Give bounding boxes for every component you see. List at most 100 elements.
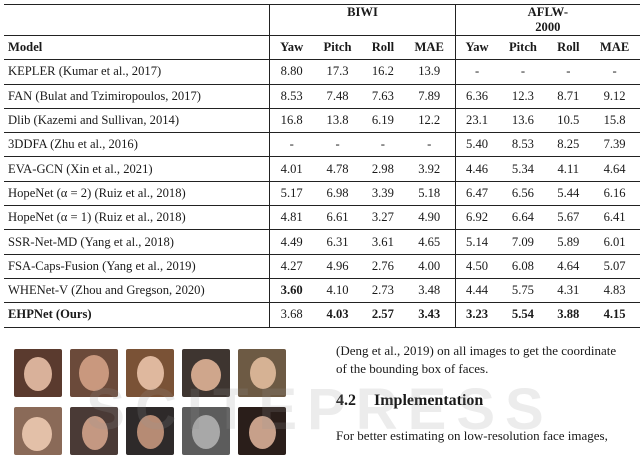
metric-cell: 7.39 <box>589 132 640 158</box>
model-name-cell: Dlib (Kazemi and Sullivan, 2014) <box>4 108 270 134</box>
metric-cell: 5.17 <box>269 181 314 207</box>
metric-cell: 4.81 <box>269 205 314 231</box>
metric-cell: 12.3 <box>498 84 548 109</box>
metric-cell: 4.15 <box>589 302 640 328</box>
table-row: EVA-GCN (Xin et al., 2021) 4.01 4.78 2.98 3.… <box>4 156 640 182</box>
face-thumbnail <box>182 407 230 455</box>
face-sample-thumbnails <box>14 349 294 455</box>
metric-cell: 5.40 <box>454 132 499 158</box>
metric-cell: 3.39 <box>362 181 404 207</box>
metric-cell: 8.53 <box>498 132 548 158</box>
column-header-aflw-mae: MAE <box>589 34 640 61</box>
metric-cell: 5.07 <box>589 254 640 279</box>
metric-cell: 10.5 <box>547 108 590 134</box>
metric-cell: 5.14 <box>454 229 499 255</box>
face-thumbnail <box>70 407 118 455</box>
metric-cell: 4.78 <box>313 156 363 182</box>
column-header-aflw-roll: Roll <box>547 34 590 61</box>
metric-cell: - <box>313 132 363 158</box>
metric-cell: 5.44 <box>547 181 590 207</box>
metric-cell: - <box>362 132 404 158</box>
metric-cell: 4.90 <box>403 205 456 231</box>
section-title: Implementation <box>374 392 484 409</box>
face-thumbnail <box>182 349 230 397</box>
metric-cell: 13.8 <box>313 108 363 134</box>
metric-cell: 5.34 <box>498 156 548 182</box>
metric-cell: 8.25 <box>547 132 590 158</box>
metric-cell: 13.6 <box>498 108 548 134</box>
model-name-cell: HopeNet (α = 2) (Ruiz et al., 2018) <box>4 181 270 207</box>
group-header-row: BIWI AFLW- 2000 <box>4 4 640 36</box>
column-header-aflw-yaw: Yaw <box>454 34 499 61</box>
metric-cell: 5.89 <box>547 229 590 255</box>
metric-cell: 2.76 <box>362 254 404 279</box>
metric-cell: 6.98 <box>313 181 363 207</box>
metric-cell: 5.54 <box>498 302 548 328</box>
metric-cell: 8.71 <box>547 84 590 109</box>
model-name-cell: FSA-Caps-Fusion (Yang et al., 2019) <box>4 254 270 279</box>
face-thumbnail <box>126 349 174 397</box>
metric-cell: 6.31 <box>313 229 363 255</box>
table-row: Dlib (Kazemi and Sullivan, 2014) 16.8 13.8… <box>4 108 640 134</box>
biwi-group-header: BIWI <box>269 4 456 36</box>
metric-cell: 8.80 <box>269 59 314 85</box>
metric-cell: 3.23 <box>454 302 499 328</box>
face-thumbnail <box>238 407 286 455</box>
metric-cell: 17.3 <box>313 59 363 85</box>
column-header-row: Model Yaw Pitch Roll MAE Yaw Pitch Roll … <box>4 34 640 61</box>
metric-cell: 16.8 <box>269 108 314 134</box>
metric-cell: 6.36 <box>454 84 499 109</box>
body-text-line: of the bounding box of faces. <box>336 361 489 376</box>
metric-cell: 4.64 <box>547 254 590 279</box>
metric-cell: 3.61 <box>362 229 404 255</box>
metric-cell: 15.8 <box>589 108 640 134</box>
metric-cell: 4.46 <box>454 156 499 182</box>
metric-cell: 5.67 <box>547 205 590 231</box>
metric-cell: 4.64 <box>589 156 640 182</box>
column-header-biwi-yaw: Yaw <box>269 34 314 61</box>
section-heading: 4.2 Implementation <box>336 392 483 410</box>
table-row: FAN (Bulat and Tzimiropoulos, 2017) 8.53 7… <box>4 84 640 109</box>
metric-cell: - <box>498 59 548 85</box>
metric-cell: 6.64 <box>498 205 548 231</box>
metric-cell: 2.98 <box>362 156 404 182</box>
model-name-cell: EVA-GCN (Xin et al., 2021) <box>4 156 270 182</box>
metric-cell: 3.43 <box>403 302 456 328</box>
metric-cell: 3.60 <box>269 278 314 304</box>
metric-cell: 4.50 <box>454 254 499 279</box>
metric-cell: 3.48 <box>403 278 456 304</box>
table-body: KEPLER (Kumar et al., 2017) 8.80 17.3 16.2 1… <box>4 59 640 328</box>
table-row: EHPNet (Ours) 3.68 4.03 2.57 3.43 3.23 5.54 3.8… <box>4 302 640 328</box>
body-text-line: (Deng et al., 2019) on all images to get… <box>336 343 617 358</box>
metric-cell: 6.01 <box>589 229 640 255</box>
model-name-cell: FAN (Bulat and Tzimiropoulos, 2017) <box>4 84 270 109</box>
metric-cell: 4.03 <box>313 302 363 328</box>
metric-cell: 6.92 <box>454 205 499 231</box>
metric-cell: 4.65 <box>403 229 456 255</box>
results-table: BIWI AFLW- 2000 Model Yaw Pitch Roll MAE… <box>4 4 640 328</box>
section-number: 4.2 <box>336 392 356 409</box>
metric-cell: 7.48 <box>313 84 363 109</box>
metric-cell: 5.18 <box>403 181 456 207</box>
metric-cell: 4.96 <box>313 254 363 279</box>
face-thumbnail <box>70 349 118 397</box>
metric-cell: 6.16 <box>589 181 640 207</box>
metric-cell: 6.41 <box>589 205 640 231</box>
table-row: 3DDFA (Zhu et al., 2016) - - - -5.40 8.53 8.25… <box>4 132 640 158</box>
metric-cell: 13.9 <box>403 59 456 85</box>
metric-cell: 6.08 <box>498 254 548 279</box>
metric-cell: 5.75 <box>498 278 548 304</box>
metric-cell: 6.47 <box>454 181 499 207</box>
table-row: KEPLER (Kumar et al., 2017) 8.80 17.3 16.2 1… <box>4 59 640 85</box>
metric-cell: - <box>589 59 640 85</box>
metric-cell: - <box>403 132 456 158</box>
face-thumbnail <box>14 349 62 397</box>
column-header-biwi-pitch: Pitch <box>313 34 363 61</box>
column-header-biwi-roll: Roll <box>362 34 404 61</box>
column-header-aflw-pitch: Pitch <box>498 34 548 61</box>
metric-cell: 4.44 <box>454 278 499 304</box>
table-row: HopeNet (α = 1) (Ruiz et al., 2018) 4.81 6… <box>4 205 640 231</box>
column-header-model: Model <box>4 34 270 61</box>
metric-cell: 4.27 <box>269 254 314 279</box>
metric-cell: 3.92 <box>403 156 456 182</box>
